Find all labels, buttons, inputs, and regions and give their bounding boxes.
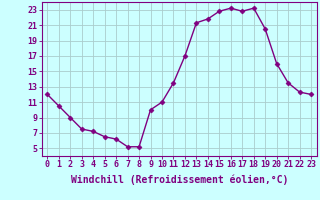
X-axis label: Windchill (Refroidissement éolien,°C): Windchill (Refroidissement éolien,°C) [70, 175, 288, 185]
